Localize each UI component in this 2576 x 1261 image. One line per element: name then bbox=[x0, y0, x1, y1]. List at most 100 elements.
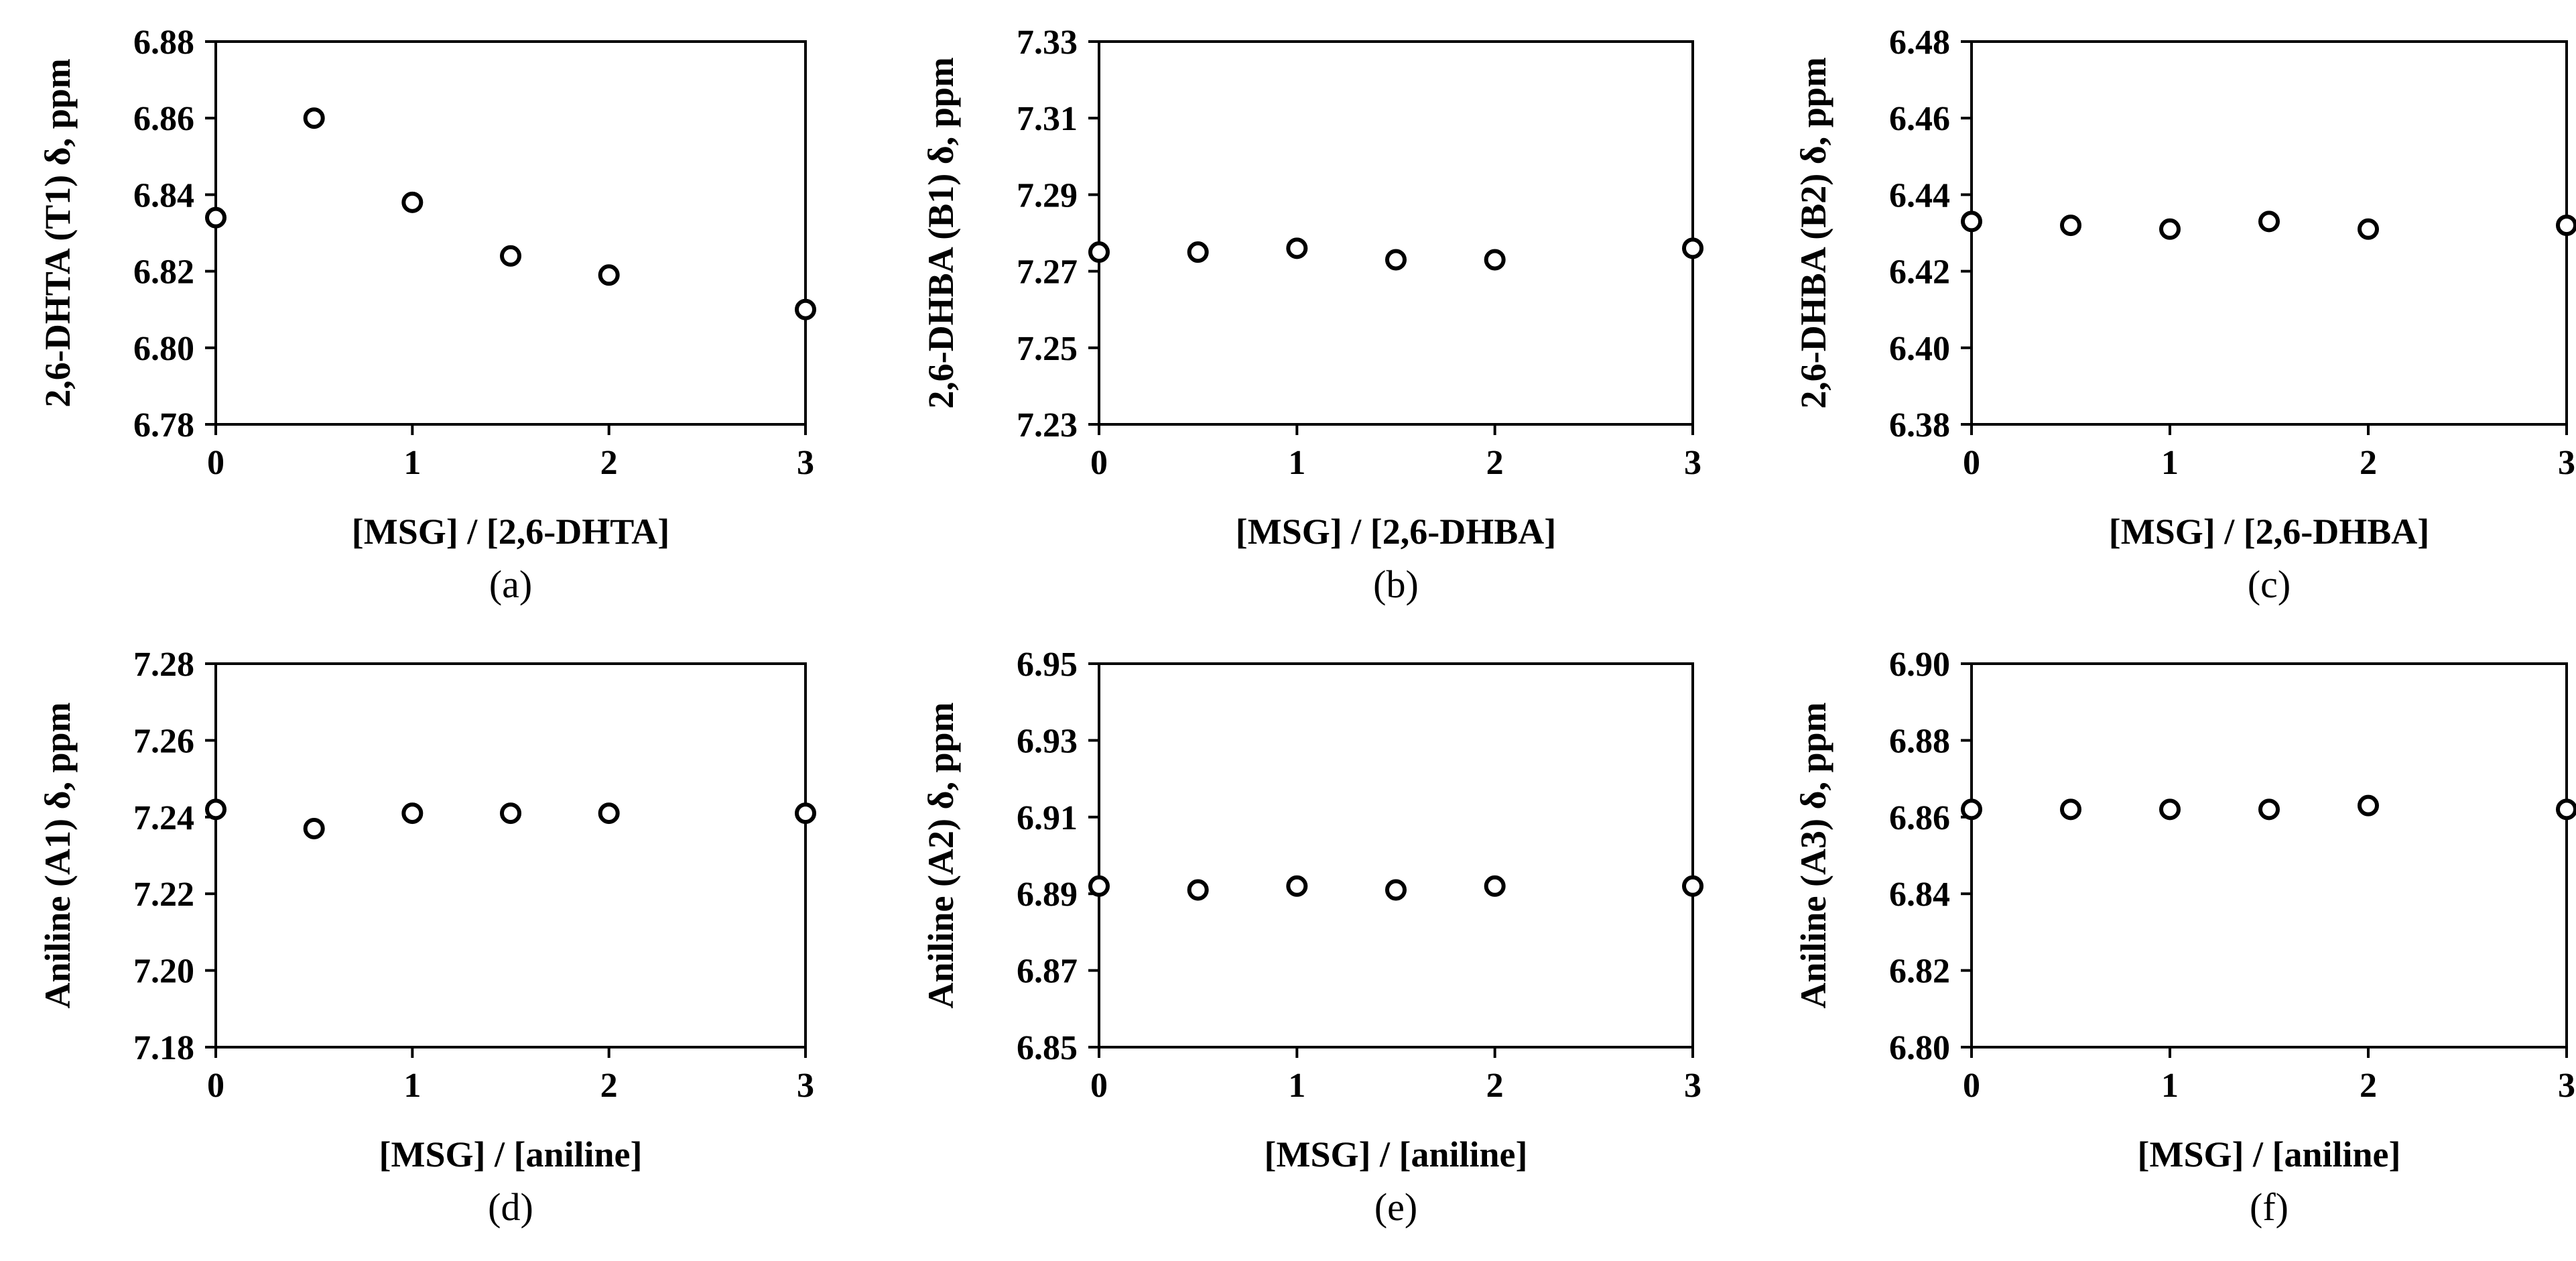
x-tick-label: 2 bbox=[1486, 1067, 1504, 1105]
y-tick-label: 7.18 bbox=[133, 1029, 194, 1067]
plot-frame bbox=[1098, 40, 1694, 426]
panel-caption: (f) bbox=[2250, 1185, 2289, 1229]
x-tick-label: 2 bbox=[2360, 444, 2377, 482]
x-axis-label: [MSG] / [aniline] bbox=[2138, 1134, 2401, 1175]
data-point bbox=[1286, 875, 1308, 897]
y-tick-label: 6.46 bbox=[1889, 100, 1950, 138]
data-point bbox=[1484, 875, 1506, 897]
y-tick-label: 6.42 bbox=[1889, 253, 1950, 292]
y-tick-label: 6.88 bbox=[133, 23, 194, 62]
y-tick-label: 6.38 bbox=[1889, 406, 1950, 444]
x-tick-label: 3 bbox=[1684, 444, 1701, 482]
data-point bbox=[1682, 237, 1703, 259]
data-point bbox=[795, 298, 816, 320]
x-tick-label: 0 bbox=[1090, 444, 1108, 482]
x-tick-label: 2 bbox=[2360, 1067, 2377, 1105]
data-point bbox=[1187, 879, 1209, 901]
plot-frame bbox=[1970, 40, 2568, 426]
y-tick-label: 7.27 bbox=[1017, 253, 1078, 292]
y-tick-label: 6.88 bbox=[1889, 722, 1950, 760]
data-point bbox=[2358, 218, 2379, 240]
chart-panel-a: 6.78 6.80 6.82 6.84 6.86 6.88 0 1 2 3 [MSG] / [2,6… bbox=[38, 23, 816, 606]
data-point bbox=[1961, 211, 1982, 233]
x-tick-label: 3 bbox=[1684, 1067, 1701, 1105]
chart-panel-e: 6.85 6.87 6.89 6.91 6.93 6.95 0 1 2 3 [MSG] / [ani… bbox=[921, 646, 1703, 1229]
x-tick-label: 2 bbox=[600, 1067, 618, 1105]
y-axis-label: 2,6-DHBA (B2) δ, ppm bbox=[1793, 57, 1833, 409]
x-tick-label: 1 bbox=[403, 444, 421, 482]
data-point bbox=[205, 206, 227, 229]
x-tick-label: 3 bbox=[797, 444, 814, 482]
data-point bbox=[2060, 798, 2081, 821]
data-point bbox=[1088, 875, 1110, 897]
chart-panel-c: 6.38 6.40 6.42 6.44 6.46 6.48 0 1 2 3 [MSG] / [2,6… bbox=[1793, 23, 2576, 606]
data-point bbox=[598, 264, 620, 286]
x-tick-label: 0 bbox=[1963, 444, 1980, 482]
data-point bbox=[2060, 215, 2081, 237]
y-tick-label: 6.95 bbox=[1017, 646, 1078, 684]
y-tick-label: 6.84 bbox=[1889, 876, 1950, 914]
x-tick-label: 3 bbox=[797, 1067, 814, 1105]
data-point bbox=[2556, 798, 2576, 821]
data-point bbox=[598, 802, 620, 825]
x-axis-label: [MSG] / [2,6-DHBA] bbox=[1236, 512, 1556, 552]
data-point bbox=[500, 245, 521, 267]
x-tick-label: 0 bbox=[207, 444, 224, 482]
x-axis-label: [MSG] / [aniline] bbox=[379, 1134, 643, 1175]
panel-caption: (c) bbox=[2248, 562, 2291, 606]
y-tick-label: 7.20 bbox=[133, 953, 194, 991]
y-axis-label: 2,6-DHTA (T1) δ, ppm bbox=[38, 58, 78, 408]
data-point bbox=[205, 798, 227, 821]
data-point bbox=[2258, 211, 2280, 233]
y-tick-label: 6.78 bbox=[133, 406, 194, 444]
y-axis-label: Aniline (A3) δ, ppm bbox=[1793, 702, 1833, 1008]
y-tick-label: 7.28 bbox=[133, 646, 194, 684]
y-axis-label: Aniline (A1) δ, ppm bbox=[38, 702, 78, 1008]
y-tick-label: 6.93 bbox=[1017, 722, 1078, 760]
y-tick-label: 6.44 bbox=[1889, 176, 1950, 215]
y-tick-label: 7.33 bbox=[1017, 23, 1078, 62]
x-tick-label: 2 bbox=[1486, 444, 1504, 482]
y-tick-label: 6.48 bbox=[1889, 23, 1950, 62]
y-tick-label: 7.29 bbox=[1017, 176, 1078, 215]
y-tick-label: 6.82 bbox=[133, 253, 194, 292]
y-tick-label: 6.40 bbox=[1889, 330, 1950, 368]
data-point bbox=[1385, 879, 1407, 901]
data-point bbox=[401, 191, 424, 213]
chart-panel-d: 7.18 7.20 7.22 7.24 7.26 7.28 0 1 2 3 [MSG] / [ani… bbox=[38, 646, 816, 1229]
data-point bbox=[2159, 218, 2181, 240]
x-axis-label: [MSG] / [2,6-DHTA] bbox=[352, 512, 669, 552]
y-tick-label: 6.84 bbox=[133, 176, 194, 215]
y-tick-label: 6.87 bbox=[1017, 953, 1078, 991]
data-point bbox=[1088, 241, 1110, 263]
y-tick-label: 6.85 bbox=[1017, 1029, 1078, 1067]
y-tick-label: 7.31 bbox=[1017, 100, 1078, 138]
data-point bbox=[1385, 249, 1407, 271]
data-point bbox=[2159, 798, 2181, 821]
y-tick-label: 6.86 bbox=[1889, 799, 1950, 837]
y-axis-label: Aniline (A2) δ, ppm bbox=[921, 702, 961, 1008]
x-tick-label: 0 bbox=[1090, 1067, 1108, 1105]
x-tick-label: 1 bbox=[2161, 444, 2179, 482]
x-axis-label: [MSG] / [aniline] bbox=[1265, 1134, 1528, 1175]
data-point bbox=[303, 107, 325, 129]
data-point bbox=[500, 802, 521, 825]
data-point bbox=[1187, 241, 1209, 263]
x-tick-label: 0 bbox=[1963, 1067, 1980, 1105]
y-tick-label: 7.25 bbox=[1017, 330, 1078, 368]
data-point bbox=[2556, 215, 2576, 237]
y-tick-label: 6.89 bbox=[1017, 876, 1078, 914]
data-point bbox=[1961, 798, 1982, 821]
panel-caption: (d) bbox=[488, 1185, 533, 1229]
y-tick-label: 6.91 bbox=[1017, 799, 1078, 837]
plot-frame bbox=[1098, 662, 1694, 1048]
x-tick-label: 0 bbox=[207, 1067, 224, 1105]
y-tick-label: 6.82 bbox=[1889, 953, 1950, 991]
data-point bbox=[2258, 798, 2280, 821]
data-point bbox=[2358, 794, 2379, 817]
y-tick-label: 7.24 bbox=[133, 799, 194, 837]
x-tick-label: 1 bbox=[403, 1067, 421, 1105]
panel-caption: (e) bbox=[1374, 1185, 1417, 1229]
panel-caption: (a) bbox=[489, 562, 532, 606]
chart-panel-b: 7.23 7.25 7.27 7.29 7.31 7.33 0 1 2 3 [MSG] / [2,6… bbox=[921, 23, 1703, 606]
